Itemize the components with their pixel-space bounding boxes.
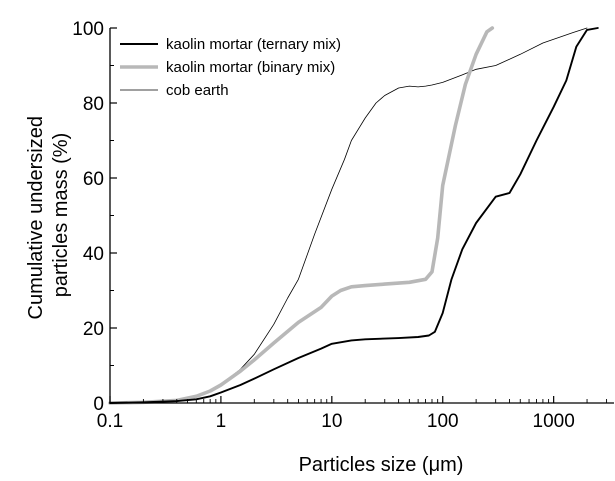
- y-axis-title-line-1: Cumulative undersized: [25, 116, 47, 319]
- y-tick-label: 0: [93, 394, 104, 415]
- legend-label-1: kaolin mortar (binary mix): [166, 59, 335, 76]
- x-tick-label: 10: [321, 411, 342, 432]
- legend-label-0: kaolin mortar (ternary mix): [166, 36, 341, 53]
- x-axis-title: Particles size (μm): [299, 454, 464, 476]
- x-tick-label: 1: [216, 411, 227, 432]
- x-tick-label: 100: [427, 411, 459, 432]
- legend-label-2: cob earth: [166, 82, 229, 99]
- series-line-0: [109, 27, 599, 404]
- y-axis-title: Cumulative undersized particles mass (%): [25, 111, 72, 320]
- y-axis-title-line-2: particles mass (%): [50, 133, 72, 297]
- y-tick-label: 80: [83, 94, 104, 115]
- y-tick-label: 100: [72, 19, 104, 40]
- plot-lines: [108, 26, 599, 405]
- series-line-1: [108, 26, 495, 405]
- legend: kaolin mortar (ternary mix) kaolin mortar…: [120, 36, 341, 99]
- x-tick-label: 0.1: [97, 411, 123, 432]
- y-tick-label: 60: [83, 169, 104, 190]
- x-tick-label: 1000: [533, 411, 575, 432]
- axes: 0 20 40 60 80 100 0.1 1 10 100 1000: [72, 19, 614, 432]
- y-tick-label: 20: [83, 319, 104, 340]
- y-tick-label: 40: [83, 244, 104, 265]
